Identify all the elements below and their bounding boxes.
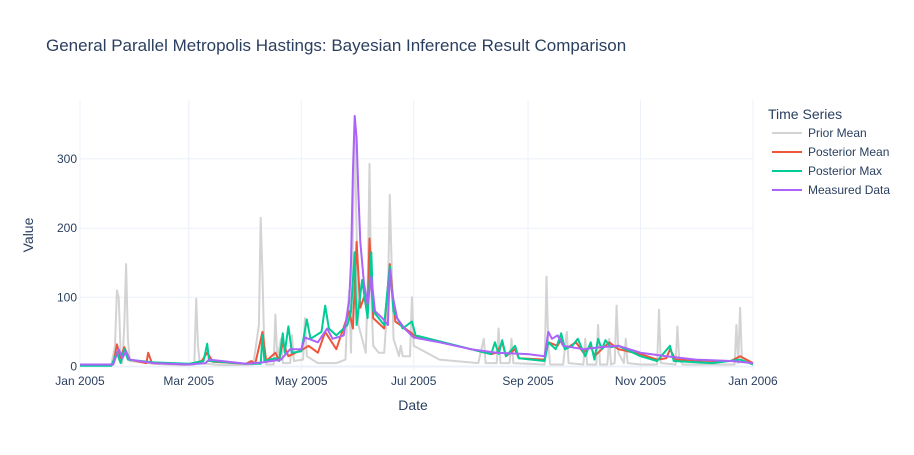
plot-area — [80, 114, 754, 367]
y-tick-label: 300 — [57, 152, 77, 166]
y-tick-label: 100 — [57, 290, 77, 304]
x-tick-label: Mar 2005 — [163, 374, 214, 388]
legend-label-posterior-max: Posterior Max — [808, 164, 882, 178]
legend: Time Series Prior Mean Posterior Mean Post… — [768, 106, 890, 197]
grid — [79, 100, 754, 370]
legend-label-posterior-mean: Posterior Mean — [808, 145, 889, 159]
x-tick-label: Nov 2005 — [615, 374, 667, 388]
chart-title: General Parallel Metropolis Hastings: Ba… — [46, 36, 626, 55]
y-tick-label: 200 — [57, 221, 77, 235]
x-tick-label: Jan 2006 — [728, 374, 778, 388]
x-tick-label: Sep 2005 — [502, 374, 554, 388]
y-axis-title: Value — [20, 217, 36, 252]
x-axis-title: Date — [398, 397, 428, 413]
x-tick-label: Jan 2005 — [55, 374, 105, 388]
x-tick-label: Jul 2005 — [391, 374, 437, 388]
axes: Jan 2005 Mar 2005 May 2005 Jul 2005 Sep 2005… — [55, 152, 778, 388]
series-line-posterior-max — [80, 251, 754, 367]
legend-title: Time Series — [768, 106, 842, 122]
x-tick-label: May 2005 — [275, 374, 328, 388]
legend-label-prior-mean: Prior Mean — [808, 126, 867, 140]
y-tick-label: 0 — [70, 360, 77, 374]
series-line-measured-data — [80, 114, 754, 366]
legend-label-measured-data: Measured Data — [808, 183, 890, 197]
